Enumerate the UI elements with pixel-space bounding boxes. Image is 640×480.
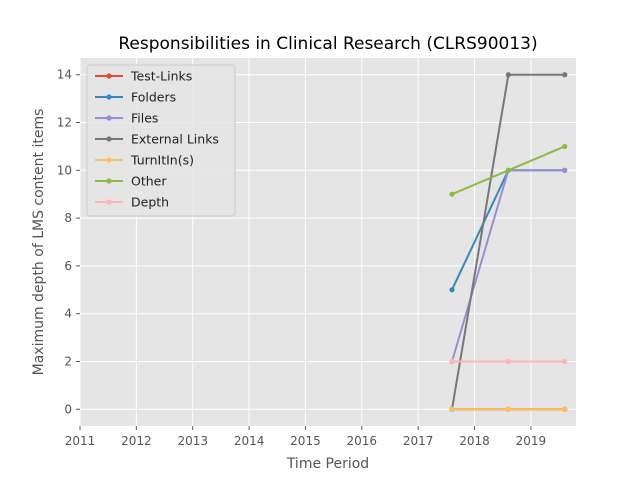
data-point-other (449, 191, 455, 197)
data-point-files (562, 167, 568, 173)
x-tick-label: 2019 (516, 434, 547, 448)
y-tick-label: 4 (64, 307, 72, 321)
x-tick-label: 2018 (459, 434, 490, 448)
data-point-other (505, 167, 511, 173)
y-axis-title: Maximum depth of LMS content items (31, 109, 47, 376)
data-point-external-links (505, 72, 511, 78)
data-point-external-links (562, 72, 568, 78)
legend-label-external-links: External Links (131, 132, 219, 147)
x-tick-label: 2015 (290, 434, 321, 448)
legend-marker-folders (106, 94, 112, 100)
legend-box (86, 64, 236, 217)
data-point-turnitin-s (562, 406, 568, 412)
x-axis-title: Time Period (286, 456, 369, 472)
legend-label-folders: Folders (131, 90, 176, 105)
y-tick-label: 10 (57, 163, 72, 177)
data-point-depth (505, 358, 511, 365)
data-point-other (562, 143, 568, 150)
legend: Test-Links Folders Files External Links Turn… (86, 64, 236, 217)
y-tick-label: 2 (64, 354, 72, 368)
x-tick-label: 2017 (403, 434, 434, 448)
legend-label-test-links: Test-Links (130, 69, 192, 84)
data-point-depth (449, 358, 455, 365)
x-tick-label: 2016 (347, 434, 378, 448)
legend-label-turnitin-s: TurnItIn(s) (130, 153, 194, 168)
y-tick-label: 12 (57, 116, 72, 130)
legend-marker-other (106, 178, 112, 184)
legend-marker-files (106, 115, 112, 121)
x-tick-label: 2014 (234, 434, 265, 448)
y-tick-label: 8 (64, 211, 72, 225)
legend-marker-external-links (106, 136, 112, 142)
legend-label-depth: Depth (131, 195, 169, 210)
series-lines (449, 72, 568, 412)
data-point-turnitin-s (505, 406, 511, 412)
legend-label-files: Files (131, 111, 158, 126)
legend-marker-test-links (106, 73, 112, 79)
x-tick-label: 2013 (177, 434, 208, 448)
axis-ticks: 2011 2012 2013 2014 2015 2016 2017 2018 2019 0 2 4 6… (57, 68, 546, 448)
data-point-depth (562, 358, 568, 365)
x-tick-label: 2011 (65, 434, 96, 448)
legend-label-other: Other (131, 174, 167, 189)
data-point-folders (449, 287, 455, 293)
data-point-turnitin-s (449, 406, 455, 412)
chart-title: Responsibilities in Clinical Research (C… (118, 34, 537, 54)
x-tick-label: 2012 (121, 434, 152, 448)
y-tick-label: 14 (57, 68, 72, 82)
y-tick-label: 0 (64, 402, 72, 416)
y-tick-label: 6 (64, 259, 72, 273)
legend-marker-depth (106, 199, 112, 205)
legend-marker-turnitin-s (106, 157, 112, 163)
